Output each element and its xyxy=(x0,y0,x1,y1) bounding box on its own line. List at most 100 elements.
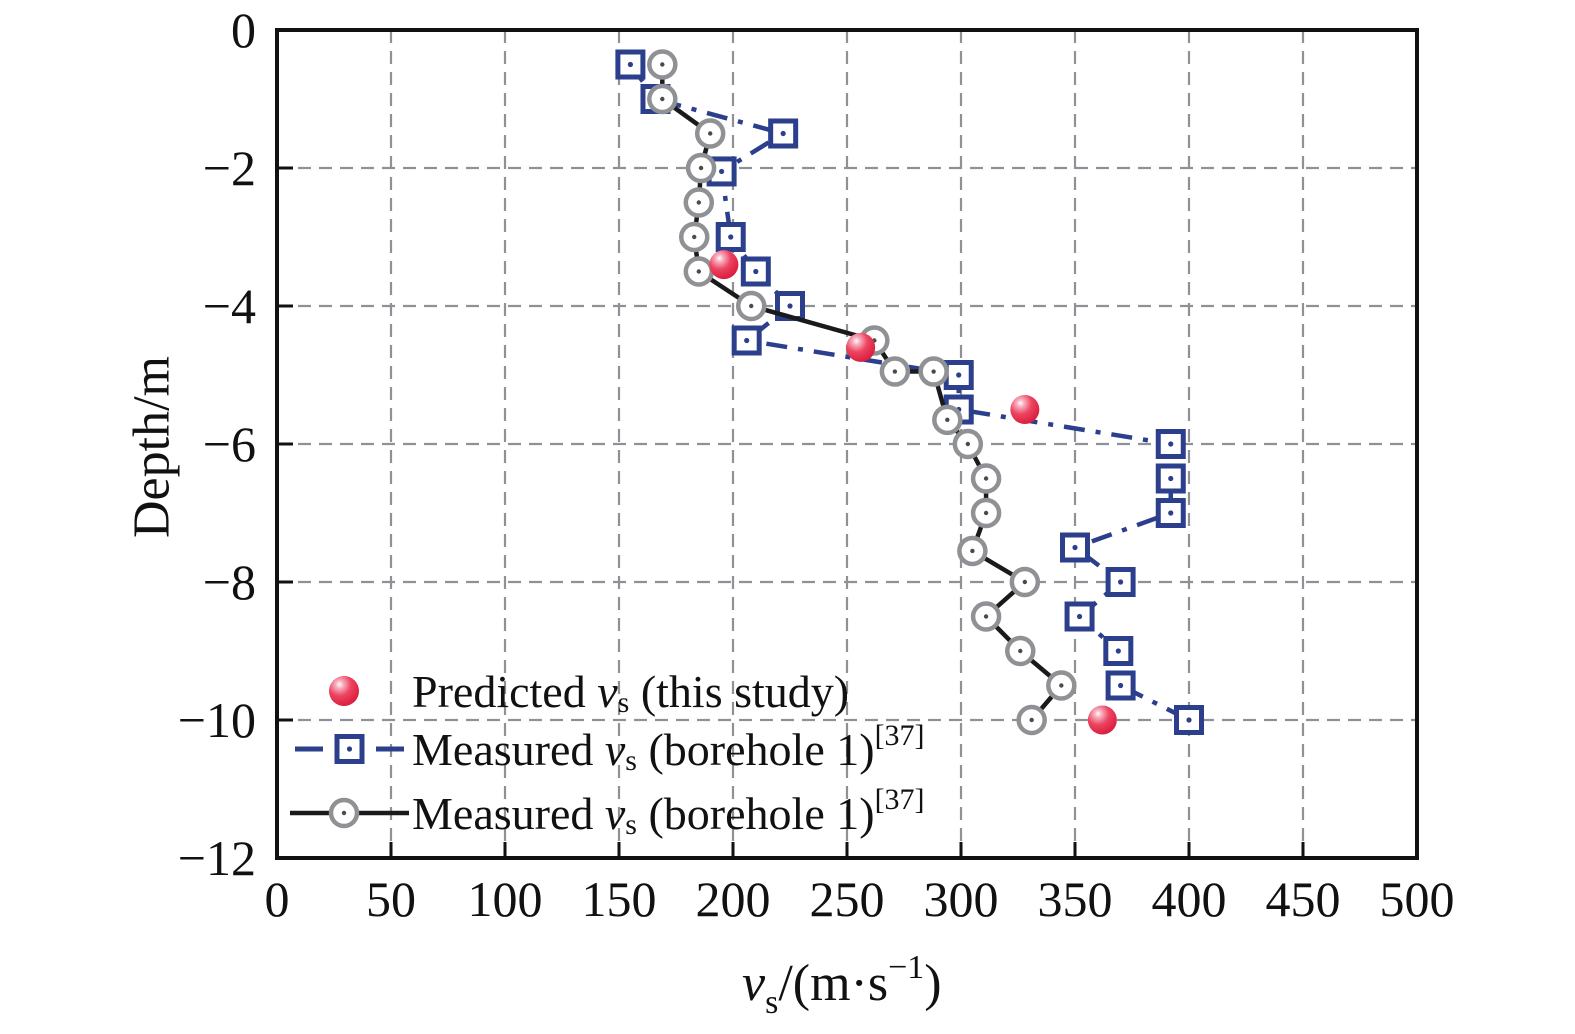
x-tick-label: 350 xyxy=(1038,871,1113,927)
legend-label-predicted-var: v xyxy=(597,666,618,717)
data-point-measured-borehole-2 xyxy=(957,535,988,567)
square-marker-dot-icon xyxy=(956,372,962,378)
x-tick-label: 50 xyxy=(366,871,416,927)
x-tick-label: 300 xyxy=(924,871,999,927)
x-tick-label: 400 xyxy=(1152,871,1227,927)
data-point-measured-borehole-1 xyxy=(731,325,762,356)
legend-label-measured2-post: (borehole 1) xyxy=(637,788,875,839)
x-axis-label-var: v xyxy=(742,955,766,1012)
legend-label-measured1-post: (borehole 1) xyxy=(637,724,875,775)
data-point-measured-borehole-1 xyxy=(1155,429,1186,459)
data-point-measured-borehole-1 xyxy=(1155,463,1186,494)
square-marker-dot-icon xyxy=(1076,613,1083,620)
legend-entry-measured-2: Measured vs (borehole 1)[37] xyxy=(290,783,925,841)
square-marker-icon xyxy=(768,118,799,149)
data-point-measured-borehole-1 xyxy=(615,49,646,80)
y-tick-label: 0 xyxy=(231,2,256,58)
data-point-measured-borehole-2 xyxy=(1005,635,1036,667)
circle-marker-dot-icon xyxy=(965,441,971,447)
data-point-measured-borehole-1 xyxy=(768,118,799,149)
data-point-measured-borehole-2 xyxy=(735,290,767,322)
circle-marker-dot-icon xyxy=(698,165,704,171)
circle-marker-dot-icon xyxy=(1029,717,1034,723)
circle-marker-dot-icon xyxy=(660,96,665,102)
y-tick-labels: 0 −2 −4 −6 −8 −10 −12 xyxy=(178,2,256,886)
series-predicted-this-study xyxy=(709,250,1117,735)
square-marker-dot-icon xyxy=(1118,682,1124,689)
red-ball-marker-icon xyxy=(846,332,876,362)
red-ball-marker-icon xyxy=(709,250,739,280)
x-axis-label-end: ) xyxy=(924,955,941,1012)
legend-red-ball-icon xyxy=(329,676,359,706)
x-tick-label: 0 xyxy=(265,871,290,927)
data-point-measured-borehole-1 xyxy=(1064,601,1095,632)
data-point-measured-borehole-2 xyxy=(1009,566,1041,598)
x-tick-label: 250 xyxy=(810,871,885,927)
circle-marker-dot-icon xyxy=(1018,648,1023,654)
legend-label-measured2-var: v xyxy=(605,788,626,839)
x-axis-label-mid: /(m·s xyxy=(778,955,888,1012)
x-tick-labels: 0 50 100 150 200 250 300 350 400 450 500 xyxy=(265,871,1455,927)
x-axis-label-sup: −1 xyxy=(888,949,924,986)
circle-marker-dot-icon xyxy=(660,62,665,67)
square-marker-dot-icon xyxy=(1072,544,1078,551)
circle-marker-dot-icon xyxy=(945,417,950,423)
data-point-measured-borehole-1 xyxy=(715,222,746,252)
red-ball-marker-icon xyxy=(1010,395,1040,424)
data-point-measured-borehole-2 xyxy=(685,152,717,184)
series-measured-borehole-1 xyxy=(615,49,1204,735)
y-tick-label: −6 xyxy=(203,416,256,472)
x-tick-label: 150 xyxy=(582,871,657,927)
data-point-predicted-this-study xyxy=(1010,395,1040,424)
legend-label-measured2-pre: Measured xyxy=(412,788,605,839)
data-point-measured-borehole-1 xyxy=(1174,705,1204,735)
data-point-measured-borehole-1 xyxy=(943,360,974,390)
legend-label-measured2-sup: [37] xyxy=(875,783,925,816)
data-point-measured-borehole-2 xyxy=(694,118,726,149)
legend-gray-circle-dot-icon xyxy=(341,810,347,816)
square-marker-dot-icon xyxy=(1168,475,1174,482)
data-point-measured-borehole-2 xyxy=(970,497,1002,529)
data-point-measured-borehole-2 xyxy=(970,601,1002,632)
square-marker-dot-icon xyxy=(744,337,750,344)
circle-marker-dot-icon xyxy=(983,476,989,481)
square-marker-icon xyxy=(1105,567,1136,597)
x-tick-label: 500 xyxy=(1380,871,1455,927)
y-tick-label: −4 xyxy=(203,278,256,334)
square-marker-dot-icon xyxy=(1186,717,1192,723)
y-axis-label: Depth/m xyxy=(124,356,181,538)
circle-marker-dot-icon xyxy=(931,369,936,374)
square-marker-dot-icon xyxy=(728,234,734,240)
legend-label-predicted-post: (this study) xyxy=(629,666,849,717)
y-tick-label: −12 xyxy=(178,830,256,886)
data-point-predicted-this-study xyxy=(846,332,876,362)
square-marker-dot-icon xyxy=(1118,579,1124,585)
y-tick-label: −8 xyxy=(203,554,256,610)
circle-marker-dot-icon xyxy=(696,269,701,274)
circle-marker-dot-icon xyxy=(983,510,989,516)
data-series xyxy=(615,49,1204,736)
y-tick-label: −10 xyxy=(178,692,256,748)
legend: Predicted vs (this study) Measured vs (b… xyxy=(290,666,925,841)
circle-marker-dot-icon xyxy=(1022,579,1028,585)
circle-marker-dot-icon xyxy=(692,234,697,240)
circle-marker-dot-icon xyxy=(696,200,701,205)
series-measured-borehole-2 xyxy=(647,49,1077,736)
x-tick-label: 450 xyxy=(1266,871,1341,927)
square-marker-dot-icon xyxy=(1168,510,1174,516)
data-point-predicted-this-study xyxy=(1087,705,1117,735)
x-tick-label: 100 xyxy=(468,871,543,927)
data-point-measured-borehole-2 xyxy=(970,463,1002,494)
data-point-measured-borehole-2 xyxy=(678,221,710,253)
legend-label-predicted-sub: s xyxy=(618,686,630,719)
data-point-measured-borehole-2 xyxy=(1046,670,1077,701)
circle-marker-dot-icon xyxy=(1059,683,1064,688)
x-axis-label: vs/(m·s−1) xyxy=(742,949,942,1021)
legend-label-measured1-pre: Measured xyxy=(412,724,605,775)
y-tick-label: −2 xyxy=(203,140,256,196)
legend-label-measured1-sup: [37] xyxy=(875,719,925,752)
square-marker-dot-icon xyxy=(787,303,793,309)
square-marker-icon xyxy=(715,222,746,252)
data-point-predicted-this-study xyxy=(709,250,739,280)
